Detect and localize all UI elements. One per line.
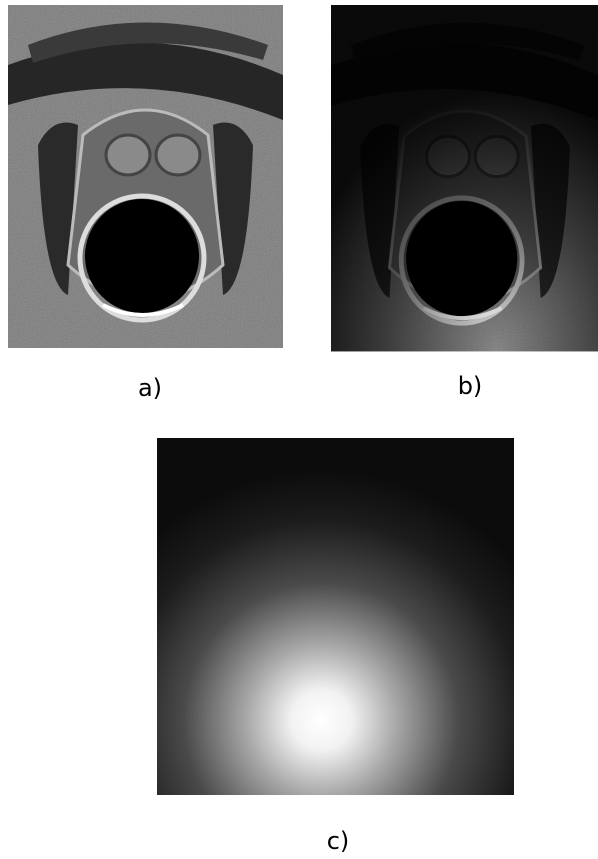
panel-b-image [331,5,598,351]
panel-label: b) [458,372,483,400]
panel-c-image [157,438,514,795]
panel-a-image [8,5,283,348]
panel-label: a) [138,374,162,402]
panel-label: c) [327,827,350,855]
